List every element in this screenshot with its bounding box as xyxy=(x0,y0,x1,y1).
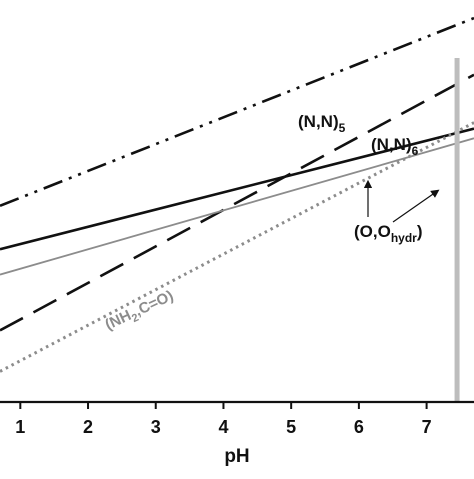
x-tick-label-7: 7 xyxy=(422,417,432,437)
series-label-oo-sub: hydr xyxy=(391,231,417,245)
series-label-nn6: (N,N)6 xyxy=(371,135,419,158)
series-line-o-ohydr-3 xyxy=(0,137,474,276)
series-label-nh2-end: ,C=O) xyxy=(132,287,176,319)
x-tick-label-1: 1 xyxy=(15,417,25,437)
series-label-oo-hydr: (O,Ohydr) xyxy=(354,222,423,245)
x-axis-title: pH xyxy=(224,446,249,467)
x-axis-ticks: 1 2 3 4 5 6 7 xyxy=(15,402,432,437)
annotation-arrow-diagonal xyxy=(392,189,440,223)
series-label-nh2-main: (NH xyxy=(103,307,134,334)
series-label-nh2-co: (NH2,C=O) xyxy=(103,287,178,336)
series-label-nn5-main: (N,N) xyxy=(298,112,339,131)
series-line-solid-2 xyxy=(0,127,474,251)
series-layer xyxy=(0,16,474,373)
x-tick-label-6: 6 xyxy=(354,417,364,437)
series-label-oo-end: ) xyxy=(417,222,423,241)
series-line-nh2-c-o-4 xyxy=(0,121,474,373)
series-line-n-n-6-1 xyxy=(0,73,474,332)
series-label-nn6-main: (N,N) xyxy=(371,135,412,154)
x-tick-label-5: 5 xyxy=(286,417,296,437)
series-label-nn6-sub: 6 xyxy=(412,144,419,158)
series-label-nh2-sub: 2 xyxy=(130,312,141,325)
series-label-nn5: (N,N)5 xyxy=(298,112,346,135)
series-line-n-n-5-0 xyxy=(0,16,474,208)
x-tick-label-3: 3 xyxy=(151,417,161,437)
x-tick-label-2: 2 xyxy=(83,417,93,437)
x-tick-label-4: 4 xyxy=(218,417,228,437)
series-label-oo-main: (O,O xyxy=(354,222,391,241)
series-label-nn5-sub: 5 xyxy=(339,121,346,135)
